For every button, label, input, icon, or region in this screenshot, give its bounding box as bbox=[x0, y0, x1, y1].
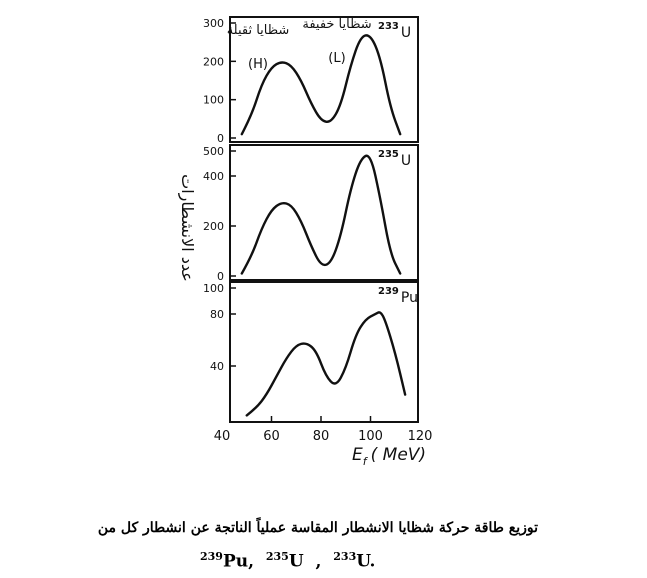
x-axis-label: Ef( MeV) bbox=[352, 445, 426, 468]
peak-label: (L) bbox=[328, 51, 345, 66]
x-axis-unit: ( MeV) bbox=[371, 445, 426, 465]
x-tick-label: 80 bbox=[313, 429, 330, 444]
y-tick-label: 80 bbox=[210, 308, 224, 321]
panel-frame bbox=[229, 144, 419, 281]
nuclide-mass: 233 bbox=[378, 21, 399, 32]
caption-pu: Pu, bbox=[222, 551, 255, 572]
panel-239Pu: 40 80 100 239 Pu bbox=[203, 281, 419, 423]
nuclide-symbol: U bbox=[401, 153, 411, 169]
panel-frame bbox=[229, 281, 419, 423]
x-tick-label: 40 bbox=[214, 429, 231, 444]
caption-end: . bbox=[369, 551, 376, 572]
y-tick-label: 200 bbox=[203, 55, 224, 68]
nuclide-label: 233 U bbox=[378, 21, 411, 41]
peak-label-ar: شظايا ثقيلة bbox=[227, 23, 290, 38]
peak-label-ar: شظايا خفيفة bbox=[302, 17, 371, 32]
figure-caption-nuclides: 239Pu, 235U , 233U. bbox=[200, 550, 375, 572]
y-tick-label: 0 bbox=[217, 132, 224, 145]
x-tick-label: 120 bbox=[408, 429, 433, 444]
caption-u233: U bbox=[356, 551, 370, 572]
panel-235U: 0 200 400 500 235 U bbox=[203, 144, 419, 283]
series-curve-233U bbox=[240, 34, 402, 136]
caption-u233-mass: 233 bbox=[333, 550, 357, 563]
figure-caption: توزيع طاقة حركة شظايا الانشطار المقاسة ع… bbox=[97, 520, 538, 536]
series-curve-235U bbox=[240, 154, 402, 275]
peak-label: (H) bbox=[248, 57, 268, 72]
series-curve-239Pu bbox=[245, 311, 407, 417]
y-axis-label: عدد الانشطارات bbox=[177, 174, 197, 282]
panel-233U: 0 100 200 300 233 U شظايا ثقيلة (H) شظايا خفيفة (… bbox=[203, 16, 419, 145]
caption-sep: , bbox=[315, 551, 322, 572]
x-axis-var: E bbox=[352, 445, 363, 465]
caption-u235: U bbox=[288, 551, 304, 572]
y-tick-label: 0 bbox=[217, 270, 224, 283]
shared-x-axis: 40 60 80 100 120 bbox=[214, 416, 433, 444]
panel-frame bbox=[229, 16, 419, 143]
nuclide-symbol: Pu bbox=[401, 290, 418, 306]
nuclide-mass: 239 bbox=[378, 286, 399, 297]
caption-pu-mass: 239 bbox=[200, 550, 223, 563]
x-tick-label: 60 bbox=[263, 429, 280, 444]
caption-u235-mass: 235 bbox=[265, 550, 289, 563]
y-tick-label: 400 bbox=[203, 170, 224, 183]
y-tick-label: 100 bbox=[203, 94, 224, 107]
x-tick-label: 100 bbox=[358, 429, 383, 444]
y-tick-label: 40 bbox=[210, 360, 224, 373]
nuclide-mass: 235 bbox=[378, 149, 399, 160]
nuclide-label: 235 U bbox=[378, 149, 411, 169]
y-tick-label: 100 bbox=[203, 282, 224, 295]
x-axis-sub: f bbox=[363, 455, 369, 468]
y-tick-label: 500 bbox=[203, 145, 224, 158]
nuclide-symbol: U bbox=[401, 25, 411, 41]
y-tick-label: 300 bbox=[203, 17, 224, 30]
nuclide-label: 239 Pu bbox=[378, 286, 418, 306]
y-tick-label: 200 bbox=[203, 220, 224, 233]
